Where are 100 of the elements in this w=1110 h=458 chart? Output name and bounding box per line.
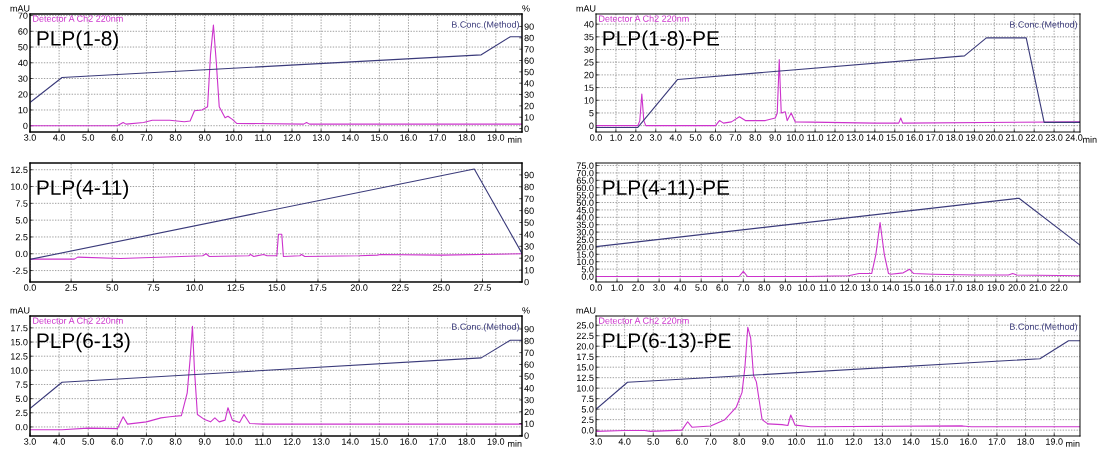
x-tick-label: 5.0 <box>82 134 95 141</box>
y2-tick-label: 30 <box>524 396 534 404</box>
x-tick-label: 14.0 <box>342 134 359 141</box>
y-axis-title: mAU <box>10 5 30 12</box>
x-tick-label: 17.0 <box>945 284 963 291</box>
y2-axis-title: % <box>522 307 530 314</box>
x-tick-label: 7.5 <box>147 284 160 291</box>
y2-tick-label: 50 <box>524 219 534 226</box>
x-tick-label: 20.0 <box>986 134 1003 141</box>
y-tick-label: 2.5 <box>15 409 28 417</box>
y2-tick-label: 30 <box>524 91 534 98</box>
x-tick-label: 18.0 <box>946 134 963 141</box>
text: PLP(1-8)-PE <box>603 30 720 50</box>
y-tick-label: 20.0 <box>576 243 594 251</box>
y-tick-label: -2.5 <box>12 267 28 274</box>
y2-tick-label: 40 <box>524 231 534 238</box>
x-tick-label: 10.0 <box>788 438 805 445</box>
y2-tick-label: 90 <box>524 325 534 333</box>
x-tick-label: 10.0 <box>798 284 815 291</box>
x-tick-label: 10.0 <box>787 134 804 141</box>
y-tick-label: 70.0 <box>576 169 594 177</box>
x-tick-label: 4.0 <box>618 438 631 445</box>
y2-tick-label: 70 <box>524 349 534 357</box>
x-tick-label: 27.5 <box>474 284 491 291</box>
y-tick-label: 40.0 <box>576 214 594 221</box>
x-tick-label: 4.0 <box>669 134 682 141</box>
y-tick-label: 10 <box>18 106 28 114</box>
y2-tick-label: 90 <box>524 171 534 179</box>
y2-tick-label: 40 <box>524 80 534 87</box>
y-tick-label: 5.0 <box>15 217 28 224</box>
y-tick-label: 25.0 <box>576 322 594 329</box>
y2-tick-label: 80 <box>524 337 534 345</box>
y-tick-label: 60.0 <box>576 184 594 192</box>
y2-tick-label: 20 <box>524 408 534 416</box>
y2-tick-label: 20 <box>524 102 534 110</box>
y-tick-label: 5.0 <box>15 395 28 402</box>
y-tick-label: 0.0 <box>15 250 28 258</box>
line-series <box>596 59 1080 127</box>
x-tick-label: 18.0 <box>1017 438 1035 445</box>
x-tick-label: 17.0 <box>926 134 944 141</box>
x-tick-label: 6.0 <box>111 134 124 141</box>
x-tick-label: 11.0 <box>255 134 271 141</box>
y2-tick-label: 60 <box>524 57 534 64</box>
x-tick-label: 20.0 <box>350 284 368 291</box>
x-tick-label: 14.0 <box>902 438 920 445</box>
x-tick-label: 10.0 <box>225 438 243 445</box>
x-tick-label: 24.0 <box>1065 134 1083 141</box>
x-tick-label: 8.0 <box>758 284 771 291</box>
y2-tick-label: 0 <box>524 125 529 132</box>
x-tick-label: 9.0 <box>761 438 774 445</box>
x-axis-title: min <box>508 136 522 143</box>
y2-tick-label: 10 <box>524 114 534 121</box>
y-tick-label: 15.0 <box>577 364 594 371</box>
x-tick-label: 5.0 <box>647 438 660 445</box>
y2-tick-label: 10 <box>524 420 534 427</box>
y-tick-label: 55.0 <box>576 192 594 199</box>
x-tick-label: 4.0 <box>53 438 66 445</box>
y-axis-title: mAU <box>576 307 596 314</box>
y-tick-label: 0.0 <box>581 427 594 434</box>
x-tick-label: 11.0 <box>807 134 824 141</box>
text: Detector A Ch2 220nm <box>33 317 123 324</box>
x-tick-label: 22.5 <box>391 284 409 291</box>
y2-tick-label: 60 <box>524 361 534 368</box>
text: PLP(1-8) <box>37 30 118 50</box>
x-tick-label: 6.0 <box>716 284 729 291</box>
y2-tick-label: 80 <box>524 34 534 42</box>
y2-tick-label: 30 <box>524 243 534 250</box>
x-tick-label: 11.0 <box>819 284 836 291</box>
y-tick-label: 40 <box>584 21 594 28</box>
x-tick-label: 19.0 <box>987 284 1005 291</box>
x-tick-label: 1.0 <box>610 134 622 141</box>
y-tick-label: 30.0 <box>576 229 594 236</box>
x-tick-label: 18.0 <box>458 438 476 445</box>
y-tick-label: 30 <box>584 46 594 53</box>
x-tick-label: 8.0 <box>169 438 182 445</box>
x-tick-label: 6.0 <box>111 438 124 445</box>
x-tick-label: 11.0 <box>255 438 271 445</box>
text: Detector A Ch2 220nm <box>33 15 123 22</box>
y-tick-label: 50.0 <box>576 199 594 206</box>
x-tick-label: 8.0 <box>749 134 762 141</box>
x-tick-label: 15.0 <box>931 438 949 445</box>
y-tick-label: 15 <box>584 84 594 91</box>
x-tick-label: 1.0 <box>611 284 623 291</box>
x-tick-label: 3.0 <box>653 284 666 291</box>
x-tick-label: 8.0 <box>169 134 182 141</box>
y-tick-label: 20 <box>18 91 28 98</box>
x-tick-label: 13.0 <box>313 438 330 445</box>
text: Detector A Ch2 220nm <box>599 317 689 324</box>
y2-tick-label: 40 <box>524 385 534 392</box>
x-tick-label: 8.0 <box>733 438 746 445</box>
x-tick-label: 12.0 <box>283 438 301 445</box>
y-tick-label: 70 <box>18 12 28 19</box>
x-tick-label: 13.0 <box>846 134 864 141</box>
text: Detector A Ch2 220nm <box>599 15 689 22</box>
text: PLP(6-13) <box>37 332 130 353</box>
x-tick-label: 9.0 <box>769 134 782 141</box>
x-tick-label: 13.0 <box>874 438 891 445</box>
y2-tick-label: 20 <box>524 255 534 262</box>
x-tick-label: 17.0 <box>429 134 447 141</box>
x-tick-label: 9.0 <box>779 284 792 291</box>
